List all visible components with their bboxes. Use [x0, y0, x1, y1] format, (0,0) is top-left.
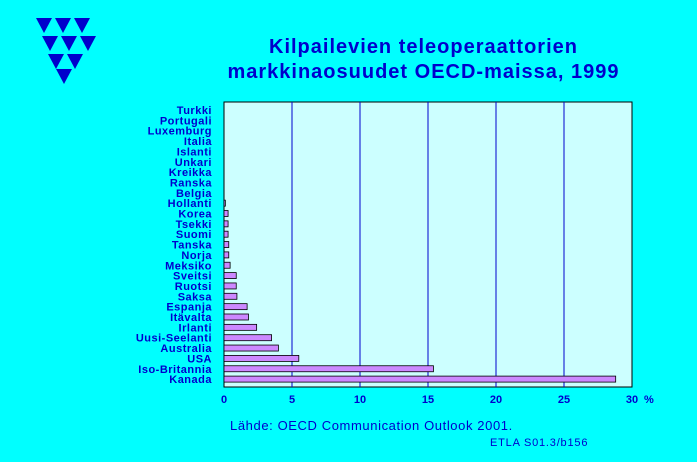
bar-tsekki	[223, 220, 229, 228]
category-label: Islanti	[177, 146, 212, 158]
source-note: Lähde: OECD Communication Outlook 2001.	[230, 418, 513, 433]
bar-hollanti	[223, 199, 226, 207]
x-tick-label: 25	[558, 394, 570, 406]
category-label: Iso-Britannia	[138, 364, 212, 376]
bar-itävalta	[223, 313, 249, 321]
figure-code: ETLA S01.3/b156	[490, 437, 589, 449]
x-tick-label: 5	[289, 394, 295, 406]
x-tick-label: 15	[422, 394, 434, 406]
bar-iso-britannia	[223, 365, 434, 373]
bar-saksa	[223, 292, 238, 300]
bar-kanada	[223, 375, 617, 383]
bar-korea	[223, 210, 229, 217]
bar-suomi	[223, 230, 229, 238]
x-tick-label: 20	[490, 394, 502, 406]
x-tick-label: 10	[354, 394, 366, 406]
category-label: Itävalta	[170, 312, 212, 324]
etla-triangles-logo	[36, 18, 96, 89]
x-tick-label: 30	[626, 394, 638, 406]
bar-irlanti	[223, 323, 258, 331]
category-label: Ranska	[170, 177, 213, 189]
category-label: Norja	[181, 250, 212, 262]
category-label: Ruotsi	[175, 281, 212, 293]
bar-norja	[223, 251, 230, 259]
category-label: USA	[187, 353, 212, 365]
category-label: Saksa	[178, 291, 213, 303]
category-label: Irlanti	[179, 322, 212, 334]
category-label: Hollanti	[168, 198, 212, 210]
category-label: Kreikka	[169, 167, 213, 179]
bar-tanska	[223, 241, 230, 248]
category-label: Turkki	[177, 105, 212, 117]
bar-meksiko	[223, 261, 231, 269]
bar-australia	[223, 344, 279, 352]
x-tick-label: 0	[221, 394, 227, 406]
category-label: Belgia	[176, 188, 212, 200]
chart-title-line-1: Kilpailevien teleoperaattorien	[269, 36, 578, 58]
category-label: Unkari	[175, 157, 212, 169]
category-label: Portugali	[160, 115, 212, 127]
category-label: Kanada	[169, 374, 212, 386]
x-axis-unit: %	[644, 394, 654, 406]
category-label: Australia	[160, 343, 212, 355]
bar-uusi-seelanti	[223, 334, 272, 342]
category-label: Luxemburg	[148, 126, 212, 138]
category-label: Meksiko	[165, 260, 212, 272]
category-label: Suomi	[176, 229, 212, 241]
category-label: Tsekki	[176, 219, 212, 231]
bar-usa	[223, 354, 300, 362]
category-label: Italia	[184, 136, 212, 148]
bar-sveitsi	[223, 272, 237, 280]
chart-title-line-2: markkinaosuudet OECD-maissa, 1999	[227, 61, 620, 83]
bar-ruotsi	[223, 282, 237, 290]
category-label: Uusi-Seelanti	[136, 333, 212, 345]
category-label: Espanja	[166, 302, 212, 314]
category-label: Korea	[178, 209, 212, 221]
bar-espanja	[223, 303, 248, 311]
category-label: Sveitsi	[173, 271, 212, 283]
category-label: Tanska	[172, 240, 212, 252]
